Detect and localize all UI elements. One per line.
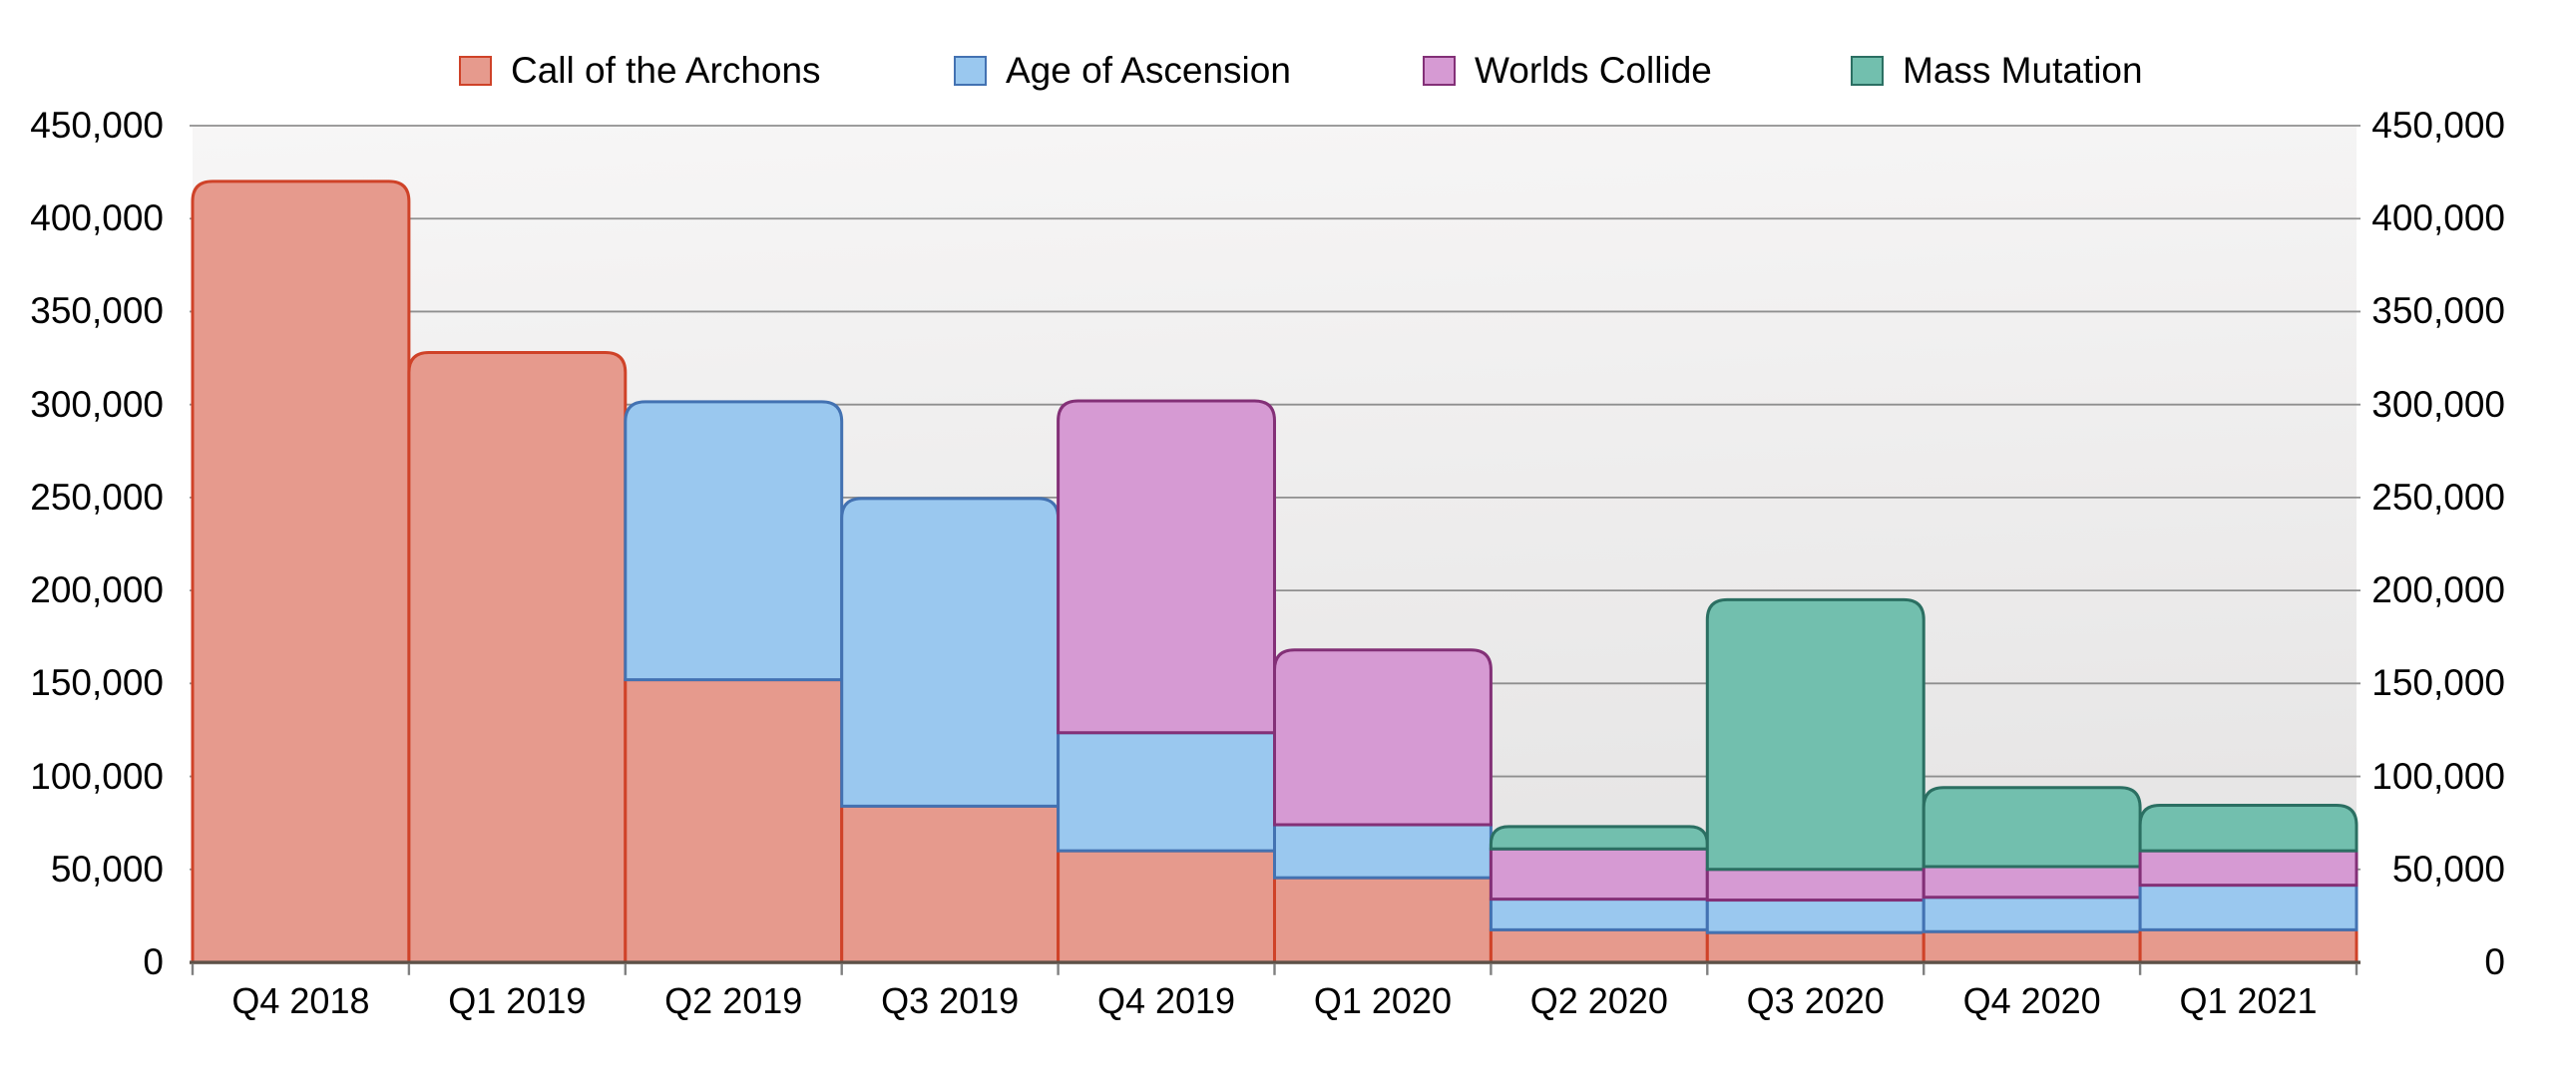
legend-swatch-call-of-the-archons bbox=[459, 56, 492, 86]
legend-label: Age of Ascension bbox=[1006, 50, 1291, 91]
axis-tick bbox=[624, 963, 627, 975]
y-axis-label: 400,000 bbox=[30, 197, 164, 239]
bar-segment bbox=[191, 180, 411, 964]
legend-label: Call of the Archons bbox=[511, 50, 821, 91]
y-axis-label: 50,000 bbox=[50, 848, 164, 890]
y-axis-label: 250,000 bbox=[2371, 476, 2505, 518]
legend-item: Worlds Collide bbox=[1423, 50, 1712, 91]
bar-segment bbox=[624, 400, 844, 682]
bar-segment bbox=[1489, 825, 1709, 851]
bar-segment bbox=[2138, 927, 2359, 964]
axis-tick bbox=[840, 963, 843, 975]
y-axis-label: 50,000 bbox=[2391, 848, 2505, 890]
bar-segment bbox=[1273, 823, 1493, 880]
y-axis-right: 0 50,000 100,000 150,000 200,000 250,000 300,0… bbox=[2342, 0, 2505, 1087]
bar-segment bbox=[1489, 847, 1709, 902]
bar-segment bbox=[624, 678, 844, 964]
y-axis-label: 250,000 bbox=[30, 476, 164, 518]
y-axis-label: 350,000 bbox=[2371, 290, 2505, 332]
x-axis-label: Q4 2018 bbox=[231, 980, 370, 1021]
legend-item: Call of the Archons bbox=[459, 50, 821, 91]
bar-segment bbox=[1057, 731, 1276, 853]
axis-tick bbox=[1057, 963, 1060, 975]
bar-segment bbox=[1705, 868, 1926, 903]
y-axis-label: 300,000 bbox=[2371, 383, 2505, 425]
axis-tick bbox=[407, 963, 411, 975]
axis-tick bbox=[191, 963, 195, 975]
bar-segment bbox=[2138, 803, 2359, 853]
bar-segment bbox=[407, 350, 628, 964]
legend-item: Mass Mutation bbox=[1851, 50, 2143, 91]
bar-segment bbox=[840, 497, 1061, 808]
bar-segment bbox=[1705, 899, 1926, 934]
legend-swatch-worlds-collide bbox=[1423, 56, 1456, 86]
axis-tick bbox=[2355, 963, 2359, 975]
legend-swatch-age-of-ascension bbox=[954, 56, 987, 86]
y-axis-label: 400,000 bbox=[2371, 197, 2505, 239]
bar-segment bbox=[1922, 929, 2142, 964]
x-axis-label: Q3 2019 bbox=[881, 980, 1020, 1021]
bar-segment bbox=[1705, 930, 1926, 964]
axis-tick bbox=[1273, 963, 1276, 975]
bar-segment bbox=[1922, 865, 2142, 900]
x-axis-label: Q2 2019 bbox=[664, 980, 803, 1021]
bar-segment bbox=[1273, 876, 1493, 964]
axis-tick bbox=[1923, 963, 1926, 975]
x-axis-label: Q4 2020 bbox=[1962, 980, 2101, 1021]
y-axis-label: 450,000 bbox=[30, 105, 164, 146]
y-axis-label: 300,000 bbox=[30, 383, 164, 425]
y-axis-label: 350,000 bbox=[30, 290, 164, 332]
bar-segment bbox=[1057, 399, 1276, 735]
axis-tick bbox=[2138, 963, 2142, 975]
x-axis-label: Q3 2020 bbox=[1746, 980, 1885, 1021]
legend: Call of the Archons Age of Ascension Wor… bbox=[0, 0, 2576, 110]
bar-segment bbox=[1489, 927, 1709, 964]
x-axis-label: Q4 2019 bbox=[1096, 980, 1236, 1021]
axis-tick bbox=[1706, 963, 1709, 975]
axis-tick bbox=[1490, 963, 1493, 975]
x-axis-label: Q1 2020 bbox=[1313, 980, 1452, 1021]
y-axis-left: 0 50,000 100,000 150,000 200,000 250,000 300,0… bbox=[0, 0, 164, 1087]
bar-segment bbox=[840, 804, 1061, 964]
y-axis-label: 0 bbox=[2484, 941, 2505, 982]
y-axis-label: 0 bbox=[143, 941, 164, 982]
legend-label: Mass Mutation bbox=[1903, 50, 2143, 91]
y-axis-label: 150,000 bbox=[30, 662, 164, 704]
y-axis-label: 150,000 bbox=[2371, 662, 2505, 704]
bar-segment bbox=[1922, 896, 2142, 933]
y-axis-label: 200,000 bbox=[2371, 569, 2505, 611]
bar-segment bbox=[1057, 849, 1276, 964]
bar-segment bbox=[1273, 648, 1493, 827]
bar-segment bbox=[2138, 849, 2359, 888]
x-axis-label: Q1 2019 bbox=[448, 980, 587, 1021]
legend-item: Age of Ascension bbox=[954, 50, 1291, 91]
y-axis-label: 450,000 bbox=[2371, 105, 2505, 146]
legend-swatch-mass-mutation bbox=[1851, 56, 1884, 86]
legend-label: Worlds Collide bbox=[1475, 50, 1712, 91]
bar-segment bbox=[1922, 786, 2142, 869]
y-axis-label: 100,000 bbox=[30, 755, 164, 797]
axis-baseline bbox=[190, 960, 2361, 964]
x-axis-label: Q1 2021 bbox=[2179, 980, 2318, 1021]
bar-segment bbox=[2138, 884, 2359, 931]
bar-segment bbox=[1489, 898, 1709, 931]
bar-segment bbox=[1705, 597, 1926, 872]
y-axis-label: 100,000 bbox=[2371, 755, 2505, 797]
y-axis-label: 200,000 bbox=[30, 569, 164, 611]
x-axis-label: Q2 2020 bbox=[1529, 980, 1668, 1021]
